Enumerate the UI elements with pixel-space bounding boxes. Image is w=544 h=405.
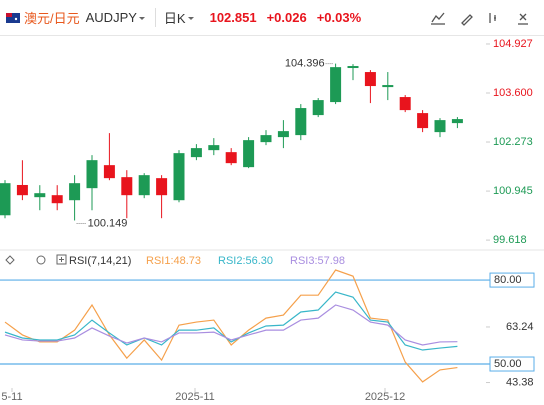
y-tick-label: 103.600 <box>493 87 533 99</box>
symbol[interactable]: AUDJPY <box>85 10 137 25</box>
candle-body <box>417 113 429 129</box>
candle-body <box>121 177 133 196</box>
y-tick-label: 100.945 <box>493 185 533 197</box>
candle-body <box>156 178 168 196</box>
candle-body <box>103 165 115 179</box>
legend-entry: RSI1:48.73 <box>146 255 201 267</box>
rsi-title: RSI(7,14,21) <box>69 255 131 267</box>
y-tick-label: 102.273 <box>493 136 533 148</box>
candle-body <box>51 195 63 204</box>
candle-body <box>86 160 98 189</box>
candle-body <box>138 175 150 196</box>
low-label: 100.149 <box>88 217 128 229</box>
high-label: 104.396 <box>285 57 325 69</box>
candle-body <box>295 108 307 136</box>
dropdown-icon[interactable] <box>137 13 147 23</box>
flag-icon <box>6 12 20 23</box>
tool-icons[interactable] <box>428 8 538 28</box>
x-tick-label: 2025-11 <box>175 391 215 403</box>
legend-entry: RSI3:57.98 <box>290 255 345 267</box>
toolbar: 澳元/日元 AUDJPY 日K 102.851 +0.026 +0.03% <box>0 0 544 36</box>
rsi-line <box>4 291 458 351</box>
candle-body <box>208 145 220 151</box>
y-tick-label: 99.618 <box>493 234 527 246</box>
candle-body <box>69 183 81 201</box>
legend-entry: RSI2:56.30 <box>218 255 273 267</box>
reference-label: 80.00 <box>494 274 522 286</box>
candle-body <box>173 153 185 201</box>
candle-body <box>399 97 411 111</box>
price: 102.851 <box>209 10 257 25</box>
y-tick-label: 104.927 <box>493 38 533 50</box>
pair-name[interactable]: 澳元/日元 <box>24 11 80 26</box>
change-pct: +0.03% <box>316 10 362 25</box>
candle-body <box>451 119 463 124</box>
dropdown-icon[interactable] <box>186 13 196 23</box>
y-tick-label: 43.38 <box>506 376 534 388</box>
y-tick-label: 63.24 <box>506 321 534 333</box>
candle-body <box>190 148 202 158</box>
rsi-line <box>4 269 458 383</box>
x-tick-label: 5-11 <box>1 391 22 403</box>
timeframe[interactable]: 日K <box>154 8 186 27</box>
candle-body <box>330 67 342 103</box>
candle-body <box>277 131 289 138</box>
candle-body <box>434 120 446 133</box>
candle-body <box>34 193 46 198</box>
candle-body <box>364 72 376 87</box>
candle-body <box>243 140 255 168</box>
candle-body <box>0 183 11 216</box>
reference-label-box <box>489 356 535 372</box>
candle-body <box>16 184 28 196</box>
x-tick-label: 2025-12 <box>365 391 405 403</box>
candle-body <box>347 66 359 69</box>
candle-body <box>260 135 272 143</box>
rsi-line <box>4 304 458 346</box>
candle-body <box>225 152 237 164</box>
reference-label: 50.00 <box>494 358 522 370</box>
change: +0.026 <box>266 10 307 25</box>
candle-body <box>312 100 324 116</box>
reference-label-box <box>489 272 535 288</box>
rsi-icons[interactable] <box>5 254 67 265</box>
candle-body <box>382 85 394 88</box>
